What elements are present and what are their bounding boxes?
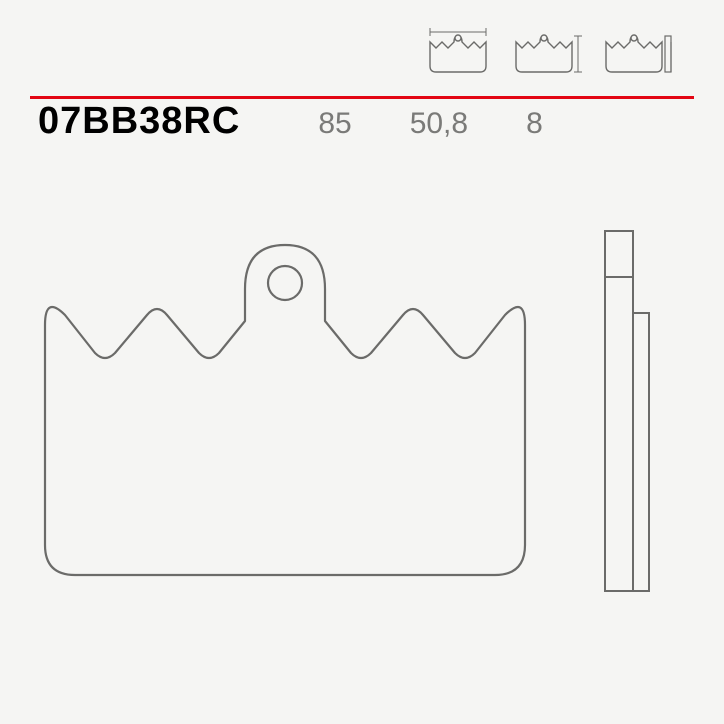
brake-pad-front-view	[35, 235, 535, 595]
brake-pad-side-view	[599, 225, 669, 600]
dim-width: 85	[318, 107, 351, 141]
specification-row: 07BB38RC 85 50,8 8	[38, 100, 686, 143]
mini-icon-height	[512, 22, 584, 76]
side-body	[605, 231, 633, 591]
red-separator-line	[30, 86, 694, 89]
pad-mount-hole	[268, 266, 302, 300]
dimension-values: 85 50,8 8	[318, 107, 542, 141]
dim-thickness: 8	[526, 107, 543, 141]
side-backing-plate	[633, 313, 649, 591]
dim-height: 50,8	[410, 107, 468, 141]
mini-icon-thickness	[602, 22, 674, 76]
dimension-legend-icons	[422, 22, 674, 76]
mini-icon-width	[422, 22, 494, 76]
part-number: 07BB38RC	[38, 100, 240, 143]
